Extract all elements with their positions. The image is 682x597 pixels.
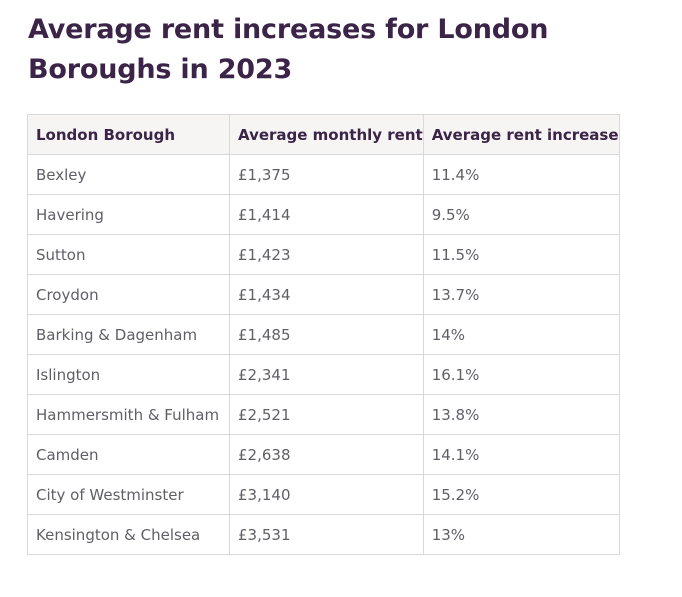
rent-increase-cell: 13% [422, 514, 620, 555]
monthly-rent-cell: £1,434 [229, 274, 424, 315]
column-header-average-monthly-rent: Average monthly rent [229, 114, 424, 155]
borough-cell: Islington [27, 354, 230, 395]
rent-increase-cell: 16.1% [422, 354, 620, 395]
borough-cell: Camden [27, 434, 230, 475]
borough-cell: Havering [27, 194, 230, 235]
table-row: Islington £2,341 16.1% [27, 354, 620, 395]
page-title: Average rent increases for London Boroug… [28, 14, 549, 85]
table-row: Barking & Dagenham £1,485 14% [27, 314, 620, 355]
table-row: Camden £2,638 14.1% [27, 434, 620, 475]
monthly-rent-cell: £1,423 [229, 234, 424, 275]
table-row: Hammersmith & Fulham £2,521 13.8% [27, 394, 620, 435]
rent-increase-cell: 14.1% [422, 434, 620, 475]
column-header-average-rent-increase: Average rent increase [422, 114, 620, 155]
table-row: Croydon £1,434 13.7% [27, 274, 620, 315]
monthly-rent-cell: £3,140 [229, 474, 424, 515]
borough-cell: Barking & Dagenham [27, 314, 230, 355]
rent-increase-cell: 13.8% [422, 394, 620, 435]
borough-cell: Sutton [27, 234, 230, 275]
table-row: Havering £1,414 9.5% [27, 194, 620, 235]
borough-cell: Bexley [27, 154, 230, 195]
table-row: Sutton £1,423 11.5% [27, 234, 620, 275]
borough-cell: Hammersmith & Fulham [27, 394, 230, 435]
rent-increase-cell: 9.5% [422, 194, 620, 235]
table-row: Bexley £1,375 11.4% [27, 154, 620, 195]
monthly-rent-cell: £2,638 [229, 434, 424, 475]
rent-table: London Borough Average monthly rent Aver… [27, 114, 620, 555]
monthly-rent-cell: £2,341 [229, 354, 424, 395]
monthly-rent-cell: £1,485 [229, 314, 424, 355]
borough-cell: City of Westminster [27, 474, 230, 515]
rent-increase-cell: 14% [422, 314, 620, 355]
monthly-rent-cell: £2,521 [229, 394, 424, 435]
rent-increase-cell: 11.4% [422, 154, 620, 195]
borough-cell: Kensington & Chelsea [27, 514, 230, 555]
rent-increase-cell: 11.5% [422, 234, 620, 275]
column-header-london-borough: London Borough [27, 114, 230, 155]
table-header-row: London Borough Average monthly rent Aver… [27, 114, 620, 155]
rent-increase-cell: 13.7% [422, 274, 620, 315]
monthly-rent-cell: £1,375 [229, 154, 424, 195]
rent-increase-cell: 15.2% [422, 474, 620, 515]
monthly-rent-cell: £3,531 [229, 514, 424, 555]
borough-cell: Croydon [27, 274, 230, 315]
table-row: Kensington & Chelsea £3,531 13% [27, 514, 620, 555]
table-row: City of Westminster £3,140 15.2% [27, 474, 620, 515]
monthly-rent-cell: £1,414 [229, 194, 424, 235]
